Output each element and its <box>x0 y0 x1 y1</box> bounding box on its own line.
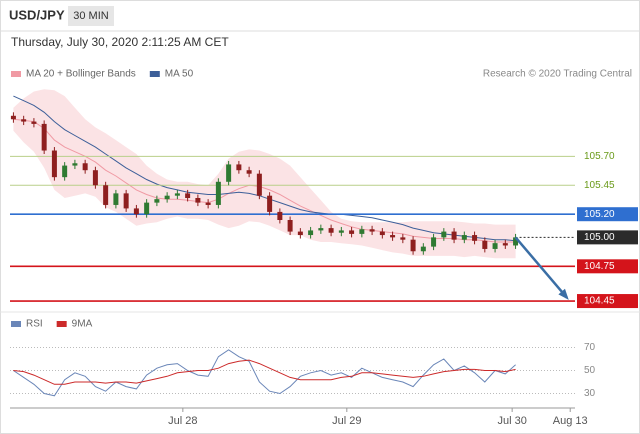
candle-body <box>236 164 242 171</box>
y-tick-label: 70 <box>584 342 596 353</box>
candle-body <box>379 231 385 236</box>
candle-body <box>133 208 139 215</box>
timeframe: 30 MIN <box>73 10 109 22</box>
level-box <box>577 207 638 222</box>
indicator-line <box>13 349 516 397</box>
candle-body <box>123 193 129 209</box>
candle-body <box>72 163 78 166</box>
candle-body <box>502 243 508 246</box>
level-label: 105.45 <box>584 180 615 191</box>
candle-body <box>185 193 191 198</box>
candle-body <box>246 170 252 174</box>
level-box <box>577 294 638 309</box>
legend-swatch <box>149 71 160 77</box>
timeframe-box <box>68 6 114 26</box>
level-label: 104.45 <box>584 296 615 307</box>
candle-body <box>482 240 488 249</box>
candle-body <box>431 237 437 247</box>
level-label: 105.20 <box>584 209 615 220</box>
legend-label: RSI <box>26 319 43 330</box>
candle-body <box>51 150 57 178</box>
candle-body <box>492 243 498 249</box>
candle-body <box>62 165 68 178</box>
candle-body <box>10 115 16 120</box>
arrow-head <box>558 288 569 300</box>
candle-body <box>349 230 355 234</box>
candle-body <box>369 229 375 232</box>
candle-body <box>215 181 221 205</box>
candle-body <box>267 195 273 212</box>
candle-body <box>318 228 324 231</box>
candle-body <box>205 202 211 205</box>
candle-body <box>472 235 478 241</box>
candle-body <box>451 231 457 240</box>
title: USD/JPY <box>9 7 65 22</box>
moving-average <box>13 95 516 242</box>
subtitle: Thursday, July 30, 2020 2:11:25 AM CET <box>11 35 229 49</box>
x-tick-label: Jul 29 <box>332 415 361 427</box>
candle-body <box>174 193 180 196</box>
legend-swatch <box>11 321 21 327</box>
legend-swatch <box>56 321 67 327</box>
candle-body <box>308 230 314 236</box>
x-tick-label: Aug 13 <box>553 415 588 427</box>
y-tick-label: 50 <box>584 365 596 376</box>
forecast-arrow <box>514 236 568 299</box>
candle-body <box>400 237 406 240</box>
candle-body <box>338 230 344 233</box>
candle-body <box>31 121 37 124</box>
level-label: 105.70 <box>584 151 615 162</box>
candle-body <box>103 185 109 205</box>
candle-body <box>256 173 262 196</box>
candle-body <box>41 123 47 151</box>
candle-body <box>92 170 98 186</box>
candle-body <box>461 235 467 240</box>
legend-label: MA 20 + Bollinger Bands <box>26 69 136 80</box>
credit: Research © 2020 Trading Central <box>483 69 632 80</box>
level-label: 104.75 <box>584 261 615 272</box>
x-tick-label: Jul 28 <box>168 415 197 427</box>
candle-body <box>277 211 283 220</box>
bollinger-band <box>13 89 516 259</box>
candle-body <box>154 199 160 203</box>
candle-body <box>195 198 201 203</box>
level-label: 105.00 <box>584 232 615 243</box>
level-box <box>577 259 638 274</box>
candle-body <box>113 193 119 205</box>
candle-body <box>328 228 334 233</box>
candle-body <box>164 195 170 200</box>
candle-body <box>287 220 293 232</box>
candle-body <box>82 163 88 171</box>
indicator-line <box>13 359 516 385</box>
candle-body <box>513 237 519 246</box>
legend-label: 9MA <box>72 319 93 330</box>
candle-body <box>21 119 27 122</box>
candle-body <box>441 231 447 238</box>
x-tick-label: Jul 30 <box>497 415 526 427</box>
candle-body <box>390 235 396 238</box>
legend-swatch <box>11 71 21 77</box>
candle-body <box>226 164 232 182</box>
candle-body <box>144 202 150 215</box>
candle-body <box>297 231 303 236</box>
legend-label: MA 50 <box>165 69 194 80</box>
candle-body <box>410 239 416 252</box>
candle-body <box>359 229 365 234</box>
y-tick-label: 30 <box>584 388 596 399</box>
level-box <box>577 230 638 245</box>
candle-body <box>420 246 426 252</box>
